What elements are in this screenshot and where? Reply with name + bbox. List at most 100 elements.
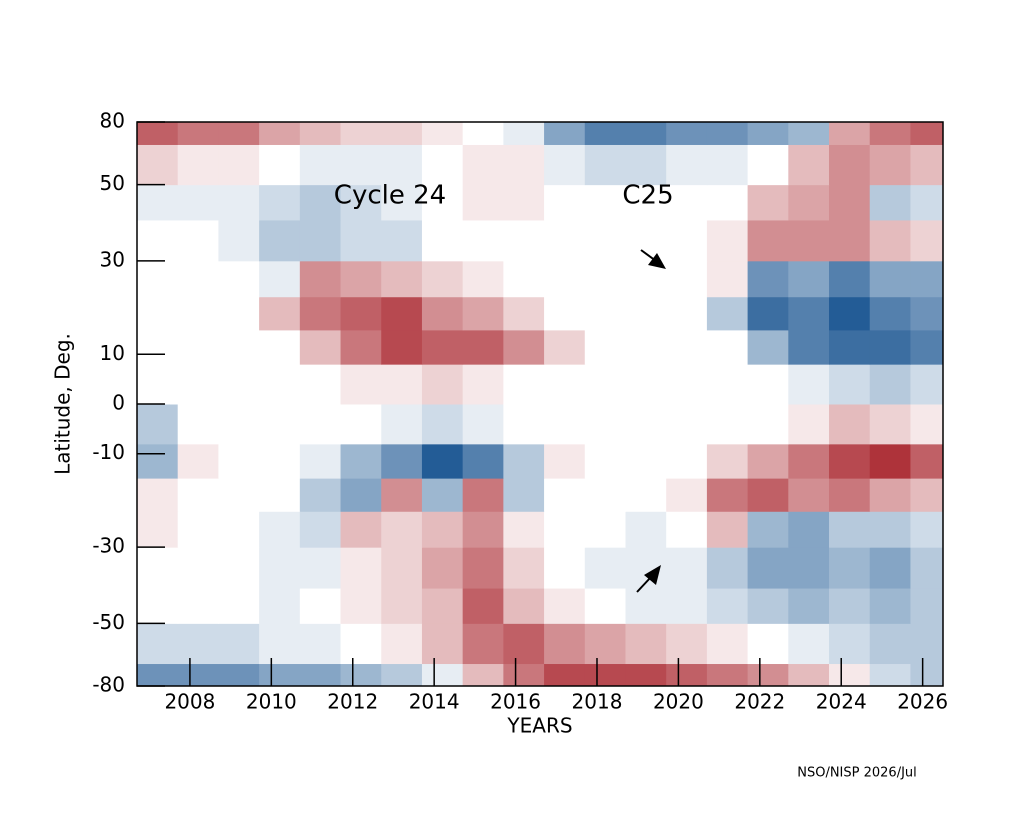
y-tick-label: -10 — [92, 440, 125, 464]
heatmap-cell — [381, 144, 423, 186]
heatmap-cell — [218, 663, 260, 686]
heatmap-cell — [381, 329, 423, 365]
heatmap-cell — [340, 547, 382, 589]
heatmap-cell — [259, 364, 301, 405]
heatmap-cell — [381, 443, 423, 479]
heatmap-cell — [584, 404, 626, 445]
heatmap-cell — [259, 478, 301, 512]
heatmap-cell — [137, 364, 179, 405]
heatmap-cell — [340, 260, 382, 298]
heatmap-cell — [299, 547, 342, 589]
heatmap-cell — [299, 364, 342, 405]
heatmap-cell — [421, 663, 464, 686]
heatmap-cell — [829, 260, 871, 298]
heatmap-cell — [544, 547, 586, 589]
heatmap-cell — [666, 296, 708, 331]
heatmap-cell — [340, 329, 382, 365]
heatmap-cell — [706, 478, 749, 512]
heatmap-cell — [218, 511, 260, 548]
heatmap-cell — [666, 329, 708, 365]
heatmap-cell — [829, 511, 871, 548]
heatmap-cell — [910, 547, 943, 589]
heatmap-cell — [421, 296, 464, 331]
heatmap-cell — [381, 663, 423, 686]
heatmap-cell — [462, 364, 504, 405]
heatmap-cell — [462, 588, 504, 624]
heatmap-cell — [381, 623, 423, 665]
heatmap-cell — [584, 296, 626, 331]
heatmap-cell — [218, 547, 260, 589]
heatmap-cell — [910, 184, 943, 221]
heatmap-cell — [706, 184, 749, 221]
heatmap-cell — [421, 122, 464, 145]
heatmap-cell — [299, 184, 342, 221]
heatmap-cell — [137, 663, 179, 686]
heatmap-cell — [177, 219, 219, 262]
heatmap-cell — [666, 663, 708, 686]
heatmap-cell — [381, 219, 423, 262]
heatmap-cell — [259, 329, 301, 365]
heatmap-cell — [544, 260, 586, 298]
heatmap-cell — [299, 122, 342, 145]
heatmap-cell — [381, 404, 423, 445]
heatmap-cell — [584, 144, 626, 186]
heatmap-cell — [299, 443, 342, 479]
heatmap-cell — [218, 478, 260, 512]
heatmap-cell — [299, 478, 342, 512]
heatmap-cell — [910, 329, 943, 365]
heatmap-cell — [788, 443, 830, 479]
heatmap-cell — [218, 364, 260, 405]
heatmap-cell — [544, 184, 586, 221]
heatmap-cell — [706, 329, 749, 365]
heatmap-cell — [747, 443, 789, 479]
heatmap-cell — [788, 404, 830, 445]
heatmap-cell — [625, 663, 667, 686]
heatmap-cell — [421, 443, 464, 479]
heatmap-cell — [421, 364, 464, 405]
heatmap-cell — [706, 663, 749, 686]
heatmap-cell — [299, 663, 342, 686]
annotation: C25 — [622, 181, 673, 211]
y-tick-label: -50 — [92, 610, 125, 634]
heatmap-cell — [259, 511, 301, 548]
heatmap-cell — [625, 623, 667, 665]
heatmap-cell — [584, 364, 626, 405]
heatmap-cell — [747, 296, 789, 331]
heatmap-cell — [177, 443, 219, 479]
y-tick-label: 0 — [112, 391, 125, 415]
heatmap-cell — [218, 329, 260, 365]
heatmap-cell — [625, 122, 667, 145]
heatmap-cell — [503, 663, 545, 686]
heatmap-cell — [259, 219, 301, 262]
y-tick-label: 10 — [100, 341, 125, 365]
heatmap-cell — [829, 404, 871, 445]
heatmap-cell — [340, 663, 382, 686]
heatmap-cell — [747, 478, 789, 512]
heatmap-cell — [503, 260, 545, 298]
heatmap-cell — [177, 623, 219, 665]
heatmap-cell — [218, 184, 260, 221]
heatmap-cell — [218, 144, 260, 186]
heatmap-cell — [340, 364, 382, 405]
heatmap-cell — [788, 144, 830, 186]
heatmap-cell — [218, 623, 260, 665]
heatmap-cell — [747, 219, 789, 262]
y-tick-label: 80 — [100, 109, 125, 133]
heatmap-cell — [788, 588, 830, 624]
heatmap-cell — [340, 623, 382, 665]
heatmap-cell — [177, 511, 219, 548]
heatmap-cell — [381, 478, 423, 512]
heatmap-cell — [462, 511, 504, 548]
heatmap-cell — [177, 144, 219, 186]
heatmap-cell — [259, 588, 301, 624]
heatmap-cell — [788, 122, 830, 145]
heatmap-cell — [503, 623, 545, 665]
y-tick-label: -80 — [92, 673, 125, 697]
heatmap-cell — [259, 260, 301, 298]
heatmap-cell — [503, 547, 545, 589]
heatmap-cell — [381, 511, 423, 548]
heatmap-cell — [869, 404, 911, 445]
heatmap-cell — [421, 184, 464, 221]
heatmap-cell — [544, 219, 586, 262]
heatmap-cell — [340, 511, 382, 548]
